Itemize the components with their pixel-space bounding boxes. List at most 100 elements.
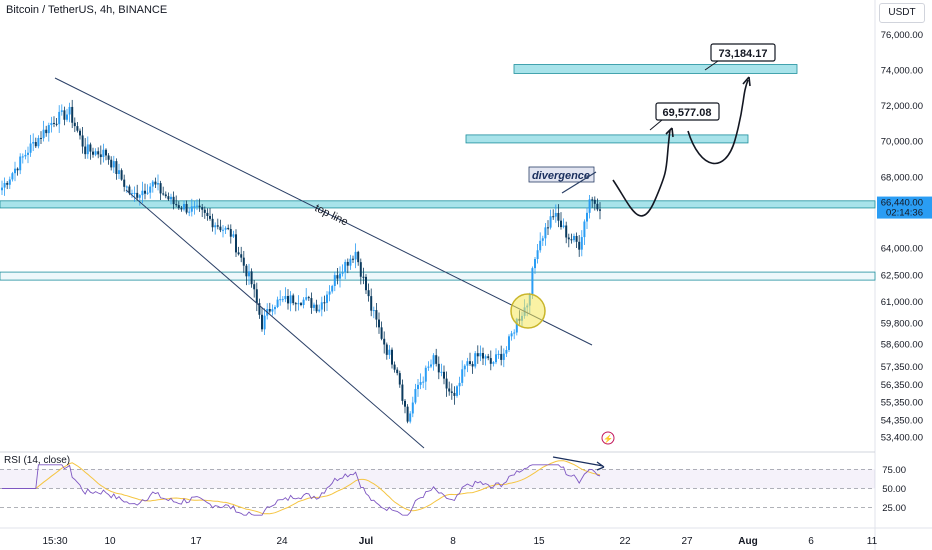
candle-body	[151, 181, 154, 187]
candle-body	[331, 285, 334, 292]
candle-body	[50, 122, 53, 126]
rsi-tick: 50.00	[882, 484, 906, 495]
candle-body	[123, 179, 126, 187]
candle-body	[105, 149, 107, 156]
candle-body	[411, 402, 414, 414]
candle-body	[406, 406, 409, 422]
rsi-ma-line	[2, 460, 601, 515]
rsi-divergence-arrow	[596, 461, 605, 471]
arrow-head-2	[742, 76, 751, 87]
candle-body	[398, 373, 401, 385]
candle-body	[177, 205, 180, 209]
candle-body	[167, 196, 170, 200]
candle-body	[86, 144, 89, 155]
candle-body	[430, 364, 432, 367]
candle-body	[19, 156, 22, 171]
zone-target_2	[513, 64, 798, 74]
currency-button[interactable]: USDT	[879, 3, 925, 23]
candle-body	[417, 384, 419, 390]
candle-body	[427, 366, 430, 368]
candle-body	[37, 137, 40, 147]
candle-body	[547, 227, 549, 229]
candle-body	[42, 129, 45, 139]
candle-body	[450, 391, 453, 393]
candle-body	[229, 229, 232, 237]
price-tick: 59,800.00	[881, 318, 923, 329]
candle-body	[185, 204, 188, 213]
candle-body	[565, 225, 568, 238]
candle-body	[162, 193, 165, 195]
target-2-pointer	[704, 60, 719, 71]
time-tick: 22	[619, 536, 631, 547]
candle-body	[170, 196, 172, 200]
candle-body	[76, 126, 79, 131]
candle-body	[505, 349, 508, 354]
candle-body	[393, 364, 396, 370]
candle-body	[240, 254, 243, 258]
candle-body	[255, 289, 258, 304]
candle-body	[206, 212, 209, 216]
candle-body	[362, 276, 365, 278]
rsi-divergence-line	[552, 456, 604, 467]
candle-body	[34, 142, 37, 147]
candle-body	[274, 307, 276, 310]
lightning-glyph: ⚡	[603, 434, 613, 444]
candle-body	[188, 211, 191, 213]
candle-body	[211, 218, 214, 228]
candle-body	[232, 234, 235, 237]
candle-body	[445, 378, 448, 389]
candle-body	[11, 173, 14, 180]
candle-body	[6, 182, 9, 185]
candle-body	[248, 271, 250, 277]
candle-body	[276, 299, 279, 308]
candle-body	[284, 295, 287, 300]
top-line	[54, 77, 593, 346]
candle-body	[414, 389, 417, 403]
candle-body	[482, 353, 484, 359]
candle-body	[125, 186, 128, 188]
candle-body	[209, 215, 211, 219]
candle-body	[513, 332, 516, 334]
rsi-tick: 25.00	[882, 503, 906, 514]
candle-body	[89, 144, 92, 152]
candle-body	[146, 192, 149, 194]
candle-body	[292, 295, 295, 304]
candle-body	[419, 382, 422, 385]
candle-body	[328, 291, 331, 295]
time-tick: 10	[104, 536, 116, 547]
rsi-band	[0, 469, 875, 489]
candle-body	[183, 204, 185, 210]
candle-body	[500, 353, 503, 360]
price-tick: 55,350.00	[881, 398, 923, 409]
zone-support_zone	[0, 271, 876, 281]
candle-body	[1, 187, 3, 191]
candle-body	[388, 349, 391, 355]
candle-body	[536, 250, 539, 259]
candle-body	[24, 154, 27, 157]
candle-body	[367, 290, 370, 297]
candle-body	[92, 151, 94, 155]
price-tick: 56,350.00	[881, 380, 923, 391]
candle-body	[219, 226, 222, 231]
time-tick: 17	[190, 536, 202, 547]
candle-body	[102, 149, 105, 158]
candle-body	[302, 299, 305, 306]
candle-body	[3, 182, 6, 188]
target-1-box	[655, 102, 720, 121]
candle-body	[333, 275, 336, 286]
candle-body	[497, 353, 500, 355]
candle-body	[466, 361, 469, 366]
candle-body	[492, 362, 495, 364]
candle-body	[268, 309, 271, 312]
candle-body	[164, 194, 167, 197]
candle-body	[84, 146, 87, 155]
arrow-head-1	[665, 127, 674, 138]
candle-body	[443, 371, 445, 379]
candle-body	[138, 195, 141, 198]
time-tick: 11	[867, 536, 878, 547]
candle-body	[469, 361, 471, 364]
chart-title: Bitcoin / TetherUS, 4h, BINANCE	[6, 4, 168, 16]
candle-body	[453, 392, 456, 396]
target-1-label: 69,577.08	[663, 107, 712, 119]
